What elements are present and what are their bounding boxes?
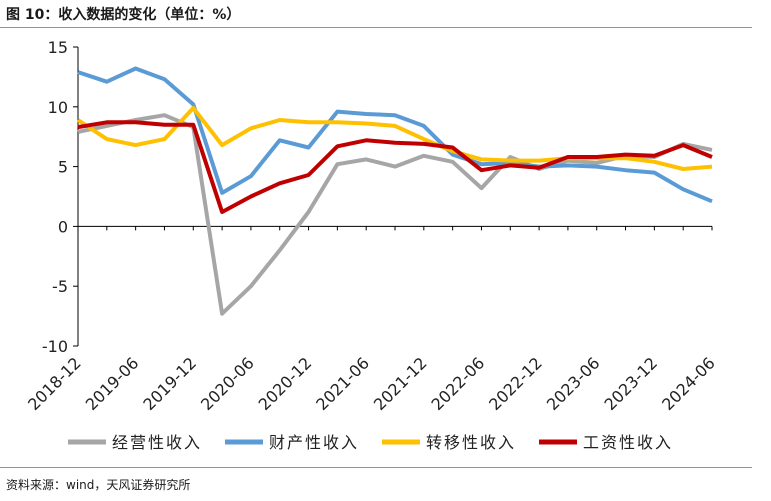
x-tick-label: 2019-12 [139,353,200,414]
legend-label: 财产性收入 [269,433,359,452]
legend-label: 转移性收入 [426,433,516,452]
x-tick-label: 2022-12 [485,353,546,414]
top-divider [0,27,752,28]
x-tick-label: 2021-06 [312,353,373,414]
bottom-divider [0,467,752,468]
source-note: 资料来源：wind，天风证券研究所 [6,478,191,492]
x-tick-label: 2022-06 [428,353,489,414]
axes: -10-50510152018-122019-062019-122020-062… [24,38,719,414]
series-line-1 [77,113,713,316]
y-tick-label: -5 [52,277,68,296]
y-tick-label: 15 [48,38,68,57]
y-tick-label: 5 [58,158,68,177]
legend-label: 工资性收入 [583,433,673,452]
x-tick-label: 2020-06 [197,353,258,414]
legend-label: 经营性收入 [112,433,202,452]
y-tick-label: -10 [42,337,68,356]
series-line-2 [77,66,713,204]
x-tick-label: 2023-06 [543,353,604,414]
chart-title: 图 10：收入数据的变化（单位：%） [6,7,241,23]
y-tick-label: 10 [48,98,68,117]
y-tick-label: 0 [58,217,68,236]
x-tick-label: 2020-12 [255,353,316,414]
series-lines [76,66,713,316]
x-tick-label: 2018-12 [24,353,85,414]
x-tick-label: 2019-06 [82,353,143,414]
legend: 经营性收入 财产性收入 转移性收入 工资性收入 [68,433,673,452]
x-tick-label: 2024-06 [658,353,719,414]
line-chart: -10-50510152018-122019-062019-122020-062… [24,38,719,452]
x-tick-label: 2023-12 [600,353,661,414]
x-tick-label: 2021-12 [370,353,431,414]
series-line-4 [77,120,713,214]
